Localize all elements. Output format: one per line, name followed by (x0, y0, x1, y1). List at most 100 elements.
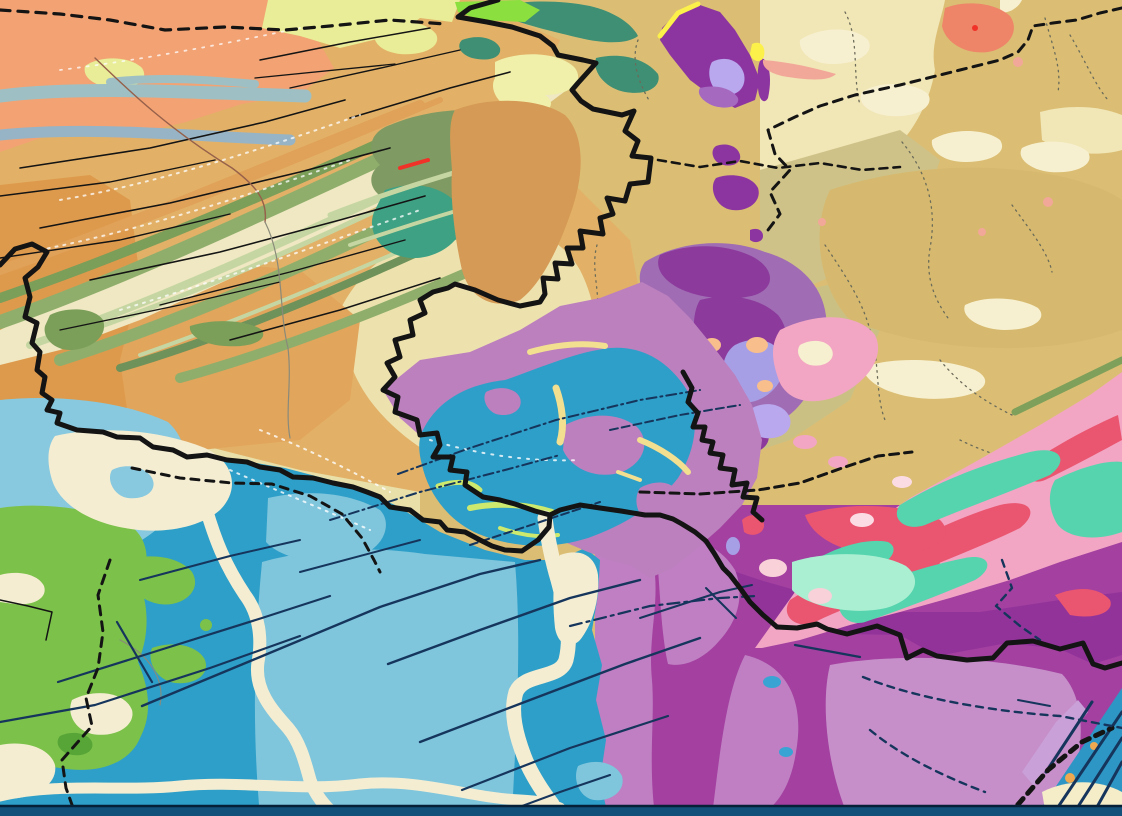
bottom-map-strip (0, 806, 1122, 816)
mauve-island (563, 415, 645, 475)
soft-pink-spot (808, 588, 832, 604)
purple-light-rim (698, 86, 739, 108)
fault-line (289, 49, 461, 89)
yellow-fringe (657, 1, 701, 39)
purple-patch (712, 144, 741, 166)
fault-line (56, 594, 332, 684)
fault-line (159, 239, 406, 306)
dashed-boundary-green (60, 558, 112, 816)
orange-stripe (57, 97, 443, 253)
soft-pink-spot (759, 559, 787, 577)
pink-spot (793, 435, 817, 449)
fault-line (1017, 699, 1051, 707)
fault-line (705, 587, 737, 619)
dotted-boundary (901, 141, 949, 319)
blue-window (109, 466, 154, 499)
salmon-speck (818, 218, 826, 226)
fault-line (254, 63, 396, 79)
dotted-boundary (1044, 17, 1060, 93)
cream-patch (862, 359, 986, 399)
yellow-fringe-patch (750, 42, 765, 62)
thin-boundary (0, 599, 53, 641)
fault-lines-northwest (0, 27, 511, 341)
fault-line (299, 539, 421, 573)
northwest-terrane (0, 0, 659, 477)
teal-gray-band (106, 74, 259, 88)
salmon-speck (1043, 197, 1053, 207)
dotted-boundary (1069, 34, 1109, 101)
dark-magenta-band (700, 541, 1122, 664)
salmon-strip (762, 60, 836, 80)
fault-line-dashdot (568, 594, 758, 628)
light-blue-band (254, 549, 519, 816)
dashed-boundary-north (0, 8, 447, 32)
teal-band (896, 450, 1061, 527)
yellow-streak (552, 384, 567, 446)
dashed-boundary-center (638, 450, 914, 496)
yellow-streak (527, 341, 608, 355)
admin-boundary-thin (264, 221, 291, 439)
fault-line (229, 277, 441, 341)
peach-spot (746, 337, 768, 353)
dashed-boundary (868, 728, 987, 794)
teal-gray-band (0, 84, 312, 103)
river (198, 498, 342, 816)
fault-line (0, 213, 231, 259)
orange-dot (1065, 773, 1075, 783)
fault-line (418, 636, 702, 744)
fault-line (115, 620, 154, 684)
blue-spot (779, 747, 793, 757)
orchid-light-lobe (825, 657, 1081, 816)
cream-patch (931, 131, 1003, 162)
light-blue-pocket (575, 761, 623, 801)
fault-line (59, 281, 281, 331)
cream-patch (860, 83, 930, 117)
pink-spot (828, 456, 848, 468)
fault-line (259, 27, 431, 61)
fault-line (39, 147, 391, 229)
fault-line-dashed (469, 501, 601, 546)
teal-mass (1049, 461, 1122, 538)
border-west-country (0, 241, 780, 630)
magenta-details (712, 537, 1122, 816)
dashed-boundary-northeast (763, 6, 1122, 236)
dotted-boundary (594, 244, 599, 321)
fault-line-dashdot (329, 454, 561, 521)
lavender-corner-strip (1022, 700, 1088, 786)
peach-spot (757, 380, 773, 392)
fault-line (386, 578, 642, 666)
purple-patch (750, 228, 763, 243)
border-east-segment (680, 369, 765, 523)
periwinkle-spot (726, 537, 740, 555)
dashed-border-corner (1005, 725, 1115, 816)
dashed-boundary-east (656, 158, 902, 172)
red-speck (972, 25, 978, 31)
fault-line (0, 159, 216, 197)
lavender-core (709, 58, 745, 95)
fault-line (19, 99, 346, 169)
central-mauve-country (229, 282, 762, 578)
speckles (429, 439, 581, 462)
dark-tan-zone (819, 167, 1122, 349)
fault-lines-lowland (0, 389, 758, 816)
cream-patch (0, 743, 56, 800)
yellow-streak (616, 470, 642, 482)
dashed-boundary (861, 675, 1122, 730)
fault-line-dashdot (397, 389, 701, 475)
green-tongue (125, 556, 196, 605)
dotted-boundary (844, 11, 861, 106)
fault-line (349, 71, 511, 119)
fault-line (140, 558, 542, 708)
cream-patch (1000, 0, 1022, 13)
cream-spot (798, 340, 833, 366)
salmon-speck (1013, 57, 1023, 67)
teal-upland (595, 55, 659, 93)
purple-patch (712, 175, 759, 211)
fault-line (139, 539, 301, 581)
cream-patch (964, 298, 1042, 330)
river (0, 777, 566, 814)
cream-patch (799, 29, 870, 64)
fault-line (793, 643, 862, 659)
